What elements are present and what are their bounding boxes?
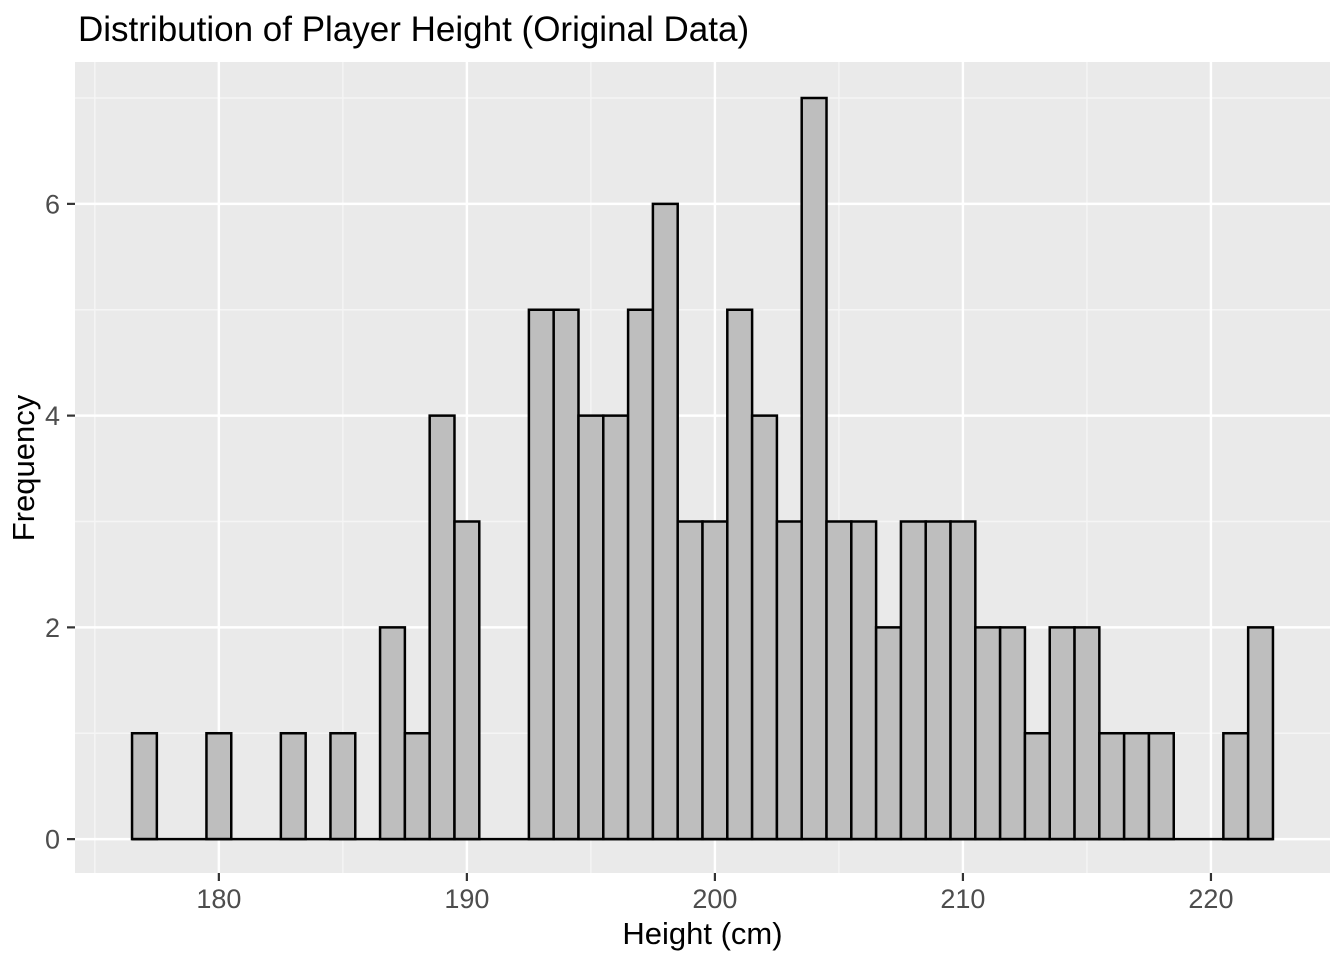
histogram-bar bbox=[1098, 731, 1126, 841]
histogram-bar bbox=[701, 520, 729, 841]
histogram-bar bbox=[428, 414, 456, 841]
histogram-bar bbox=[874, 626, 903, 841]
histogram-bar bbox=[602, 414, 630, 841]
histogram-bar bbox=[1048, 626, 1076, 841]
histogram-bar bbox=[800, 96, 828, 841]
histogram-bar bbox=[651, 202, 679, 841]
x-tick-label: 180 bbox=[196, 884, 241, 914]
y-tick-label: 6 bbox=[45, 189, 60, 219]
y-tick-label: 4 bbox=[45, 401, 60, 431]
histogram-bar bbox=[552, 308, 580, 841]
histogram-bar bbox=[205, 731, 233, 841]
histogram-bar bbox=[1222, 731, 1250, 841]
histogram-bar bbox=[329, 731, 357, 841]
histogram-bar bbox=[403, 731, 431, 841]
histogram-bar bbox=[527, 308, 555, 841]
histogram-bar bbox=[825, 520, 853, 841]
x-tick-label: 210 bbox=[940, 884, 985, 914]
histogram-bar bbox=[626, 308, 655, 841]
histogram-bar bbox=[974, 626, 1002, 841]
histogram-bar bbox=[924, 520, 952, 841]
histogram-bar bbox=[1073, 626, 1101, 841]
histogram-bar bbox=[378, 626, 407, 841]
x-tick-label: 220 bbox=[1188, 884, 1233, 914]
y-tick-label: 2 bbox=[45, 613, 60, 643]
histogram-bar bbox=[726, 308, 754, 841]
histogram-bar bbox=[899, 520, 927, 841]
histogram-bar bbox=[775, 520, 803, 841]
x-axis-title: Height (cm) bbox=[622, 916, 783, 951]
chart-title: Distribution of Player Height (Original … bbox=[78, 10, 750, 49]
histogram-bar bbox=[850, 520, 878, 841]
histogram-bar bbox=[676, 520, 704, 841]
histogram-bar bbox=[130, 731, 159, 841]
histogram-bar bbox=[998, 626, 1027, 841]
x-tick-label: 190 bbox=[444, 884, 489, 914]
histogram-bar bbox=[279, 731, 307, 841]
histogram-bar bbox=[577, 414, 605, 841]
histogram-bar bbox=[750, 414, 779, 841]
histogram-bar bbox=[949, 520, 977, 841]
y-tick-label: 0 bbox=[45, 825, 60, 855]
histogram-bar bbox=[1023, 731, 1051, 841]
histogram-bar bbox=[1147, 731, 1175, 841]
x-tick-label: 200 bbox=[692, 884, 737, 914]
y-axis-title: Frequency bbox=[6, 394, 41, 542]
histogram-bar bbox=[1122, 731, 1151, 841]
histogram-bar bbox=[1246, 626, 1275, 841]
histogram-bar bbox=[453, 520, 481, 841]
